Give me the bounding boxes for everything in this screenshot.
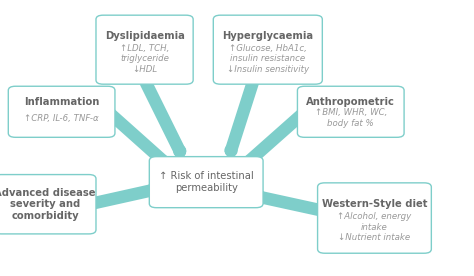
FancyBboxPatch shape	[8, 86, 115, 137]
FancyBboxPatch shape	[149, 157, 263, 208]
Text: Western-Style diet: Western-Style diet	[322, 199, 427, 209]
Text: Hyperglycaemia: Hyperglycaemia	[222, 31, 313, 41]
FancyBboxPatch shape	[96, 15, 193, 84]
Text: Inflammation: Inflammation	[24, 97, 100, 107]
Text: Anthropometric: Anthropometric	[306, 97, 395, 107]
Text: Dyslipidaemia: Dyslipidaemia	[105, 31, 184, 41]
Text: ↑BMI, WHR, WC,
body fat %: ↑BMI, WHR, WC, body fat %	[315, 108, 387, 128]
Text: Advanced disease
severity and
comorbidity: Advanced disease severity and comorbidit…	[0, 188, 96, 221]
FancyBboxPatch shape	[318, 183, 431, 253]
FancyBboxPatch shape	[298, 86, 404, 137]
Text: ↑Alcohol, energy
intake
↓Nutrient intake: ↑Alcohol, energy intake ↓Nutrient intake	[337, 213, 411, 242]
Text: ↑LDL, TCH,
triglyceride
↓HDL: ↑LDL, TCH, triglyceride ↓HDL	[120, 44, 169, 74]
Text: ↑CRP, IL-6, TNF-α: ↑CRP, IL-6, TNF-α	[24, 114, 99, 123]
FancyBboxPatch shape	[213, 15, 322, 84]
Text: ↑ Risk of intestinal
permeability: ↑ Risk of intestinal permeability	[159, 171, 254, 193]
Text: ↑Glucose, HbA1c,
insulin resistance
↓Insulin sensitivity: ↑Glucose, HbA1c, insulin resistance ↓Ins…	[227, 44, 309, 74]
FancyBboxPatch shape	[0, 174, 96, 234]
